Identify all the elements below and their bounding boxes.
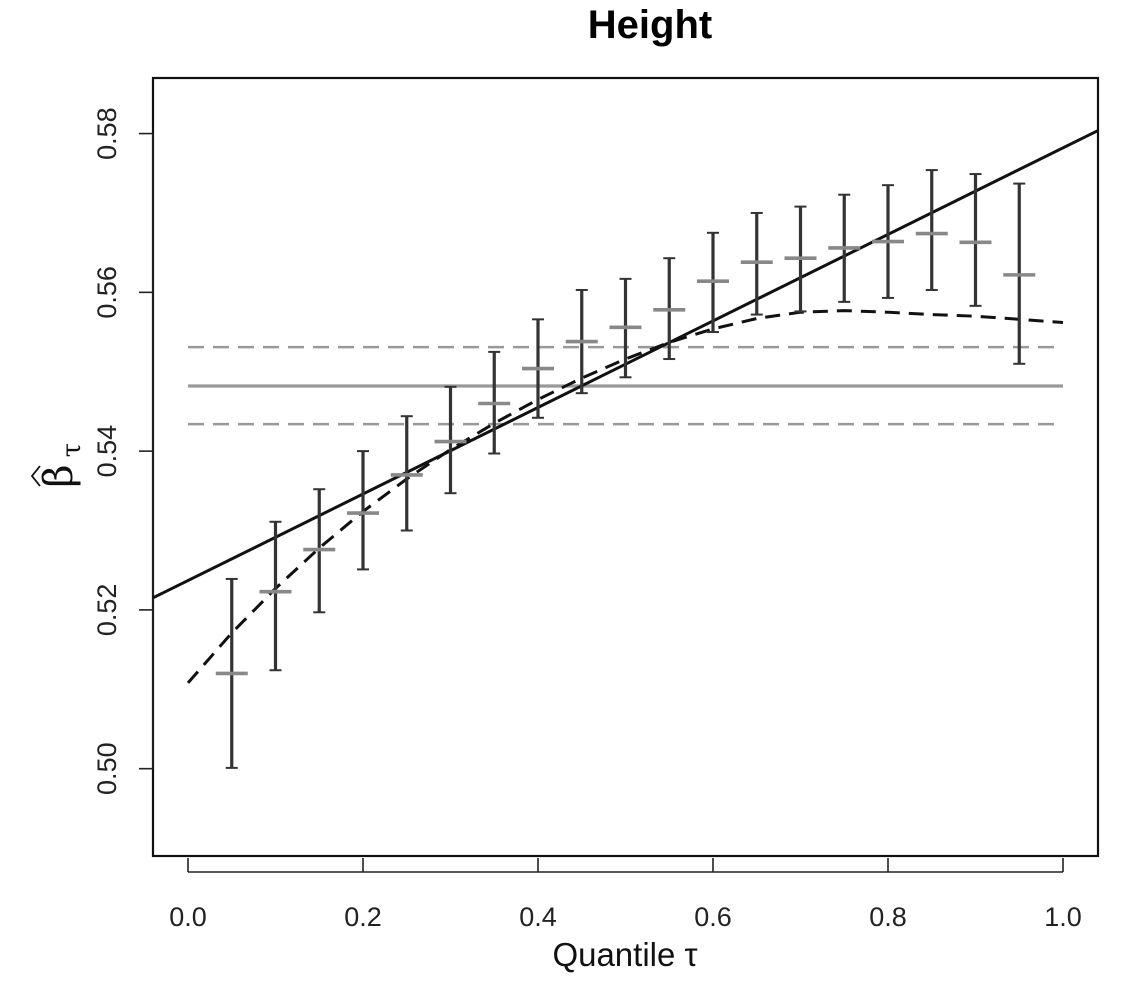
- plot-frame: [151, 76, 1100, 858]
- x-tick-label: 0.0: [169, 902, 207, 932]
- y-axis-label-hat: [30, 465, 41, 487]
- y-axis-label-symbol: β: [36, 464, 82, 487]
- y-axis-label-subscript: τ: [57, 443, 87, 457]
- y-tick-label: 0.56: [92, 266, 122, 319]
- x-tick-label: 0.4: [519, 902, 557, 932]
- chart-title: Height: [588, 3, 712, 47]
- x-axis-label: Quantile τ: [552, 936, 697, 973]
- x-tick-label: 0.8: [869, 902, 907, 932]
- fit-lines: [152, 129, 1099, 684]
- x-tick-label: 0.2: [344, 902, 382, 932]
- confidence-intervals: [225, 169, 1026, 769]
- y-axis: 0.50 0.52 0.54 0.56 0.58: [92, 107, 154, 795]
- x-axis: 0.0 0.2 0.4 0.6 0.8 1.0: [169, 858, 1082, 932]
- quantile-estimates: [215, 231, 1036, 676]
- y-tick-label: 0.58: [92, 107, 122, 160]
- y-axis-label: β τ: [30, 443, 87, 488]
- x-tick-label: 0.6: [694, 902, 732, 932]
- y-tick-label: 0.50: [92, 742, 122, 795]
- y-tick-label: 0.52: [92, 584, 122, 637]
- x-tick-label: 1.0: [1044, 902, 1082, 932]
- y-tick-label: 0.54: [92, 425, 122, 478]
- quadratic-fit-line: [186, 309, 1064, 684]
